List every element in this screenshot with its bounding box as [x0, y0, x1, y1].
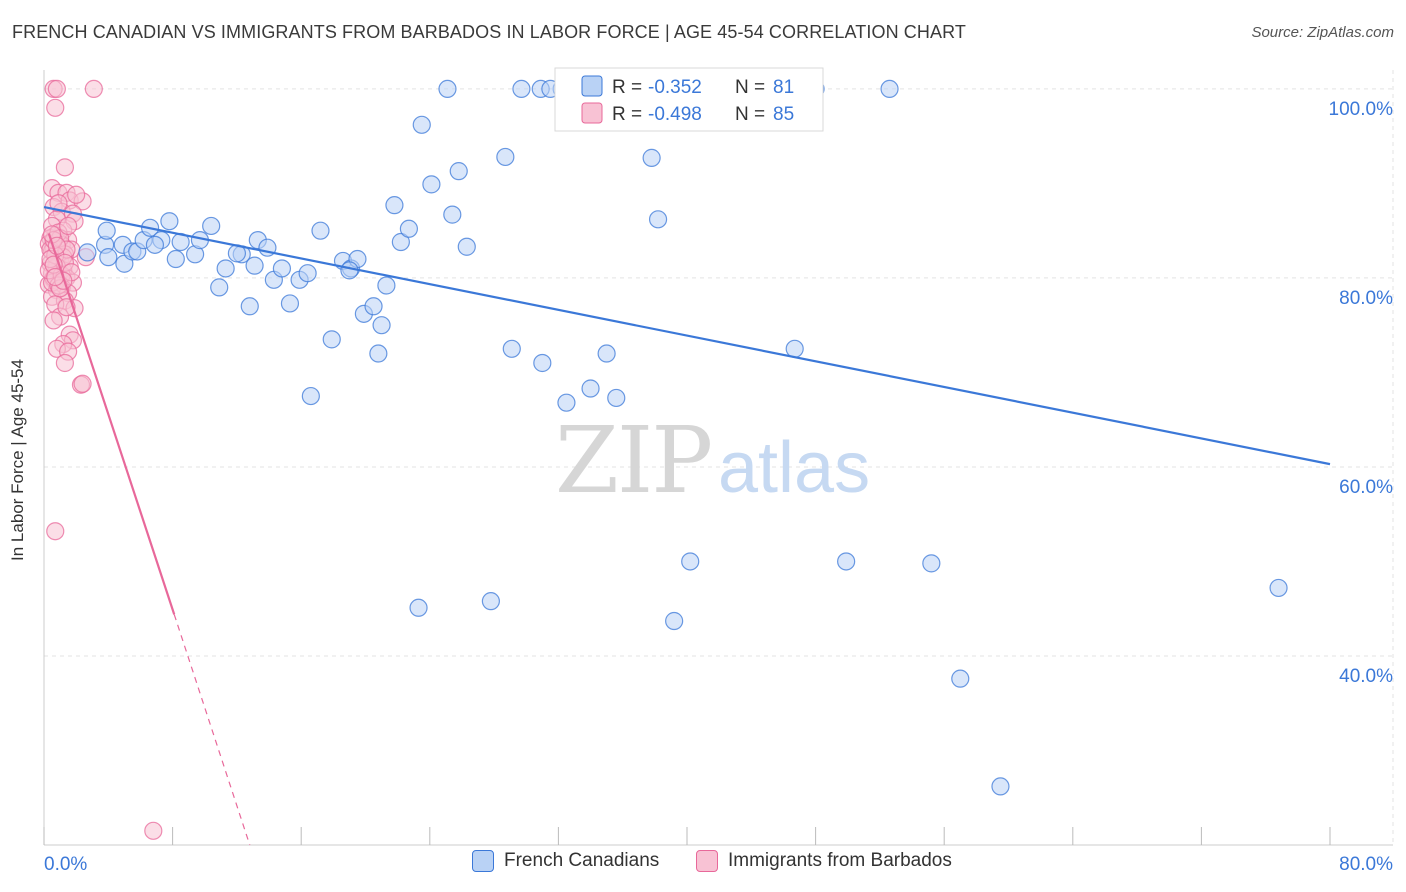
stats-legend: R = -0.352 N = 81 R = -0.498 N = 85: [554, 67, 824, 132]
axis-layer: 40.0% 60.0% 80.0% 100.0% 0.0% 80.0%: [43, 70, 1394, 875]
point-french-canadians: [481, 592, 500, 611]
bottom-legend: French Canadians Immigrants from Barbado…: [0, 850, 1406, 880]
point-french-canadians: [364, 297, 383, 316]
point-barbados: [47, 79, 66, 99]
point-barbados: [59, 216, 78, 236]
point-french-canadians: [422, 175, 441, 194]
point-french-canadians: [457, 237, 476, 256]
point-french-canadians: [245, 256, 264, 275]
stats-r-label-pink: R =: [612, 104, 642, 125]
point-barbados: [44, 311, 63, 330]
point-french-canadians: [322, 330, 341, 349]
legend-label-french-canadians: French Canadians: [504, 850, 660, 871]
point-french-canadians: [280, 294, 300, 313]
point-french-canadians: [298, 264, 317, 283]
stats-swatch-blue: [581, 75, 603, 97]
point-barbados: [144, 821, 163, 840]
point-french-canadians: [311, 221, 330, 240]
point-french-canadians: [449, 162, 468, 181]
legend-item-french-canadians[interactable]: French Canadians: [472, 850, 659, 872]
point-french-canadians: [160, 212, 179, 231]
stats-n-label-pink: N =: [735, 104, 765, 125]
point-french-canadians: [412, 115, 431, 134]
point-french-canadians: [607, 388, 626, 408]
stats-n-label-blue: N =: [735, 77, 765, 98]
legend-swatch-blue: [472, 850, 494, 872]
point-french-canadians: [372, 316, 391, 335]
watermark-atlas: atlas: [718, 428, 870, 508]
point-french-canadians: [202, 216, 221, 236]
point-barbados: [46, 98, 65, 117]
point-french-canadians: [785, 339, 804, 358]
point-french-canadians: [385, 196, 404, 215]
point-french-canadians: [438, 79, 457, 99]
point-french-canadians: [210, 278, 229, 297]
point-french-canadians: [597, 344, 616, 363]
point-french-canadians: [166, 249, 185, 269]
stats-r-value-pink: -0.498: [648, 104, 702, 125]
trend-line-barbados: [47, 233, 176, 615]
point-french-canadians: [880, 79, 899, 99]
watermark: ZIP atlas: [555, 407, 870, 514]
point-french-canadians: [665, 611, 684, 631]
point-barbados: [55, 158, 74, 177]
point-barbados: [67, 185, 86, 204]
point-french-canadians: [78, 243, 97, 262]
stats-r-value-blue: -0.352: [648, 77, 702, 98]
x-tick-label-min: 0.0%: [44, 854, 87, 875]
stats-swatch-pink: [581, 102, 603, 124]
point-french-canadians: [391, 232, 410, 252]
point-french-canadians: [922, 554, 941, 573]
point-french-canadians: [557, 393, 576, 412]
point-french-canadians: [399, 219, 419, 238]
point-french-canadians: [409, 598, 428, 617]
point-french-canadians: [301, 386, 320, 406]
point-barbados: [55, 353, 74, 373]
point-barbados: [73, 374, 92, 393]
stats-r-label-blue: R =: [612, 77, 642, 98]
trend-lines: [43, 205, 1331, 846]
point-barbados: [46, 522, 65, 541]
y-tick-label: 60.0%: [1339, 477, 1393, 498]
point-french-canadians: [496, 147, 515, 167]
y-tick-label: 40.0%: [1339, 666, 1393, 687]
legend-item-barbados[interactable]: Immigrants from Barbados: [696, 850, 952, 872]
legend-swatch-pink: [696, 850, 718, 872]
point-french-canadians: [369, 344, 388, 363]
point-barbados: [84, 79, 103, 99]
point-french-canadians: [642, 148, 661, 167]
y-tick-label: 100.0%: [1329, 99, 1394, 120]
watermark-zip: ZIP: [555, 407, 711, 514]
point-french-canadians: [533, 353, 552, 373]
point-french-canadians: [145, 235, 165, 254]
point-french-canadians: [99, 248, 118, 267]
point-french-canadians: [512, 79, 531, 99]
source-label: Source: ZipAtlas.com: [1251, 24, 1394, 41]
point-french-canadians: [1269, 578, 1288, 598]
trend-line-barbados-extrapolated: [173, 614, 251, 846]
point-barbados: [49, 194, 68, 213]
point-french-canadians: [681, 552, 700, 571]
stats-n-value-blue: 81: [773, 77, 794, 98]
stats-n-value-pink: 85: [773, 104, 794, 125]
point-french-canadians: [272, 259, 292, 278]
trend-line-french-canadians: [43, 205, 1331, 466]
point-french-canadians: [97, 221, 116, 240]
point-french-canadians: [377, 276, 396, 295]
point-french-canadians: [502, 339, 521, 358]
point-french-canadians: [240, 297, 259, 316]
point-french-canadians: [648, 210, 668, 229]
point-french-canadians: [991, 777, 1010, 796]
point-french-canadians: [216, 259, 235, 278]
chart-title: FRENCH CANADIAN VS IMMIGRANTS FROM BARBA…: [12, 22, 966, 42]
x-tick-label-max: 80.0%: [1339, 854, 1393, 875]
point-french-canadians: [443, 205, 462, 224]
point-french-canadians: [951, 669, 970, 688]
point-french-canadians: [581, 379, 600, 398]
legend-label-barbados: Immigrants from Barbados: [728, 850, 952, 871]
series-barbados-points: [39, 79, 163, 840]
y-tick-label: 80.0%: [1339, 288, 1393, 309]
point-french-canadians: [837, 552, 856, 571]
